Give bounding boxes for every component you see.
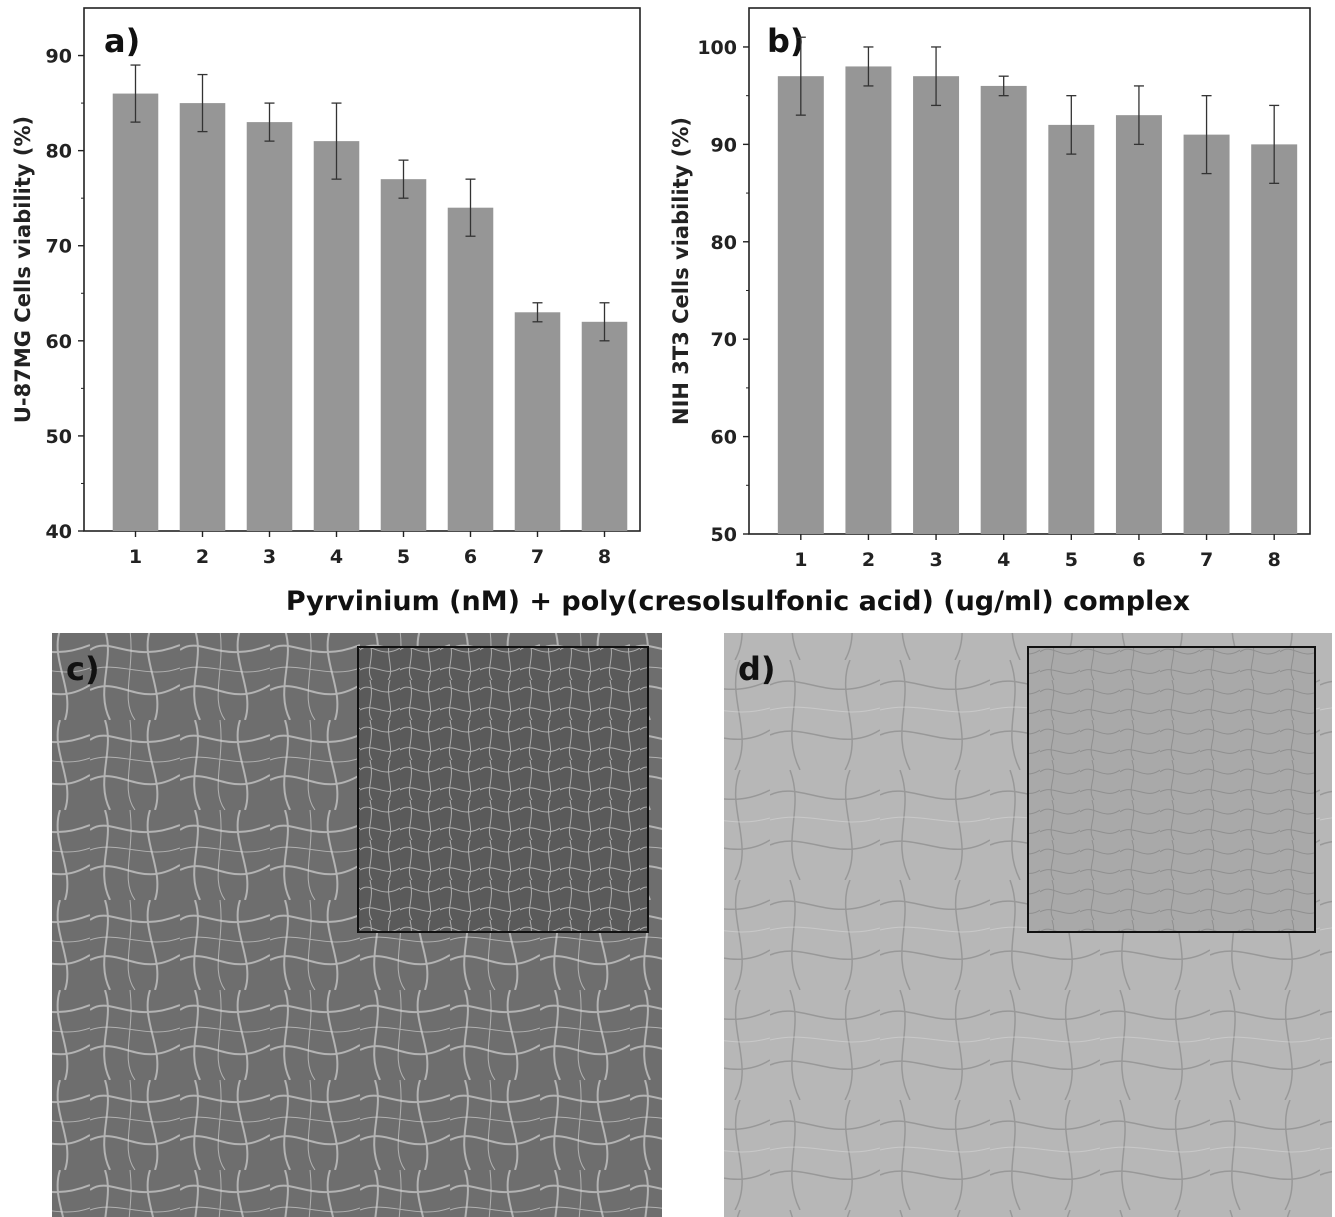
x-tick-label: 4 <box>330 546 343 568</box>
x-tick-label: 6 <box>464 546 477 568</box>
y-axis-label: U-87MG Cells viability (%) <box>11 116 35 423</box>
x-tick-label: 6 <box>1132 549 1145 571</box>
y-tick-label: 90 <box>711 134 737 156</box>
bar-3 <box>913 76 960 535</box>
micrograph-d-inset <box>1027 646 1316 933</box>
x-tick-label: 3 <box>929 549 942 571</box>
chart-a-u87mg-viability: a) 40 50 60 70 80 90 U-87MG Cells viability (%… <box>11 7 641 568</box>
x-tick-label: 4 <box>997 549 1010 571</box>
micrograph-c-u87mg: c) <box>52 633 662 1217</box>
x-tick-label: 8 <box>598 546 611 568</box>
x-tick-label: 8 <box>1268 549 1281 571</box>
x-tick-label: 1 <box>794 549 807 571</box>
bar-2 <box>179 103 226 531</box>
bar-2 <box>845 66 892 534</box>
panel-label-b: b) <box>767 22 805 60</box>
bar-5 <box>380 179 427 531</box>
y-tick-label: 50 <box>711 524 737 546</box>
micrograph-c-inset <box>357 646 649 933</box>
bar-8 <box>1251 144 1298 535</box>
x-tick-label: 7 <box>1200 549 1213 571</box>
y-tick-label: 50 <box>46 426 72 448</box>
bar-1 <box>777 76 824 535</box>
shared-x-axis-label: Pyrvinium (nM) + poly(cresolsulfonic aci… <box>286 586 1190 617</box>
y-tick-label: 40 <box>46 521 72 543</box>
bar-4 <box>313 141 360 532</box>
y-tick-label: 60 <box>711 427 737 449</box>
micrograph-d-nih3t3: d) <box>724 633 1332 1217</box>
x-tick-label: 2 <box>196 546 209 568</box>
panel-label-c: c) <box>66 650 100 688</box>
y-tick-label: 70 <box>46 236 72 258</box>
bar-1 <box>112 93 159 531</box>
panel-label-a: a) <box>104 22 140 60</box>
bar-7 <box>514 312 561 531</box>
y-tick-label: 60 <box>46 331 72 353</box>
plot-frame <box>83 7 641 532</box>
plot-frame <box>748 7 1311 535</box>
bar-6 <box>1115 115 1162 535</box>
bar-4 <box>980 85 1027 534</box>
bar-6 <box>447 207 494 531</box>
x-tick-label: 7 <box>531 546 544 568</box>
bar-5 <box>1048 124 1095 534</box>
y-tick-label: 100 <box>697 37 737 59</box>
panel-label-d: d) <box>738 650 776 688</box>
y-tick-label: 70 <box>711 329 737 351</box>
x-tick-label: 5 <box>1065 549 1078 571</box>
x-tick-label: 2 <box>862 549 875 571</box>
x-tick-label: 1 <box>129 546 142 568</box>
y-tick-label: 80 <box>711 232 737 254</box>
bar-3 <box>246 122 293 531</box>
y-tick-label: 90 <box>46 46 72 68</box>
y-tick-label: 80 <box>46 141 72 163</box>
x-tick-label: 3 <box>263 546 276 568</box>
y-axis-label: NIH 3T3 Cells viability (%) <box>669 117 693 425</box>
bar-7 <box>1183 134 1230 534</box>
bar-8 <box>581 321 628 531</box>
x-tick-label: 5 <box>397 546 410 568</box>
chart-b-nih3t3-viability: b) 50 60 70 80 90 100 NIH 3T3 Cells viability … <box>669 7 1311 571</box>
